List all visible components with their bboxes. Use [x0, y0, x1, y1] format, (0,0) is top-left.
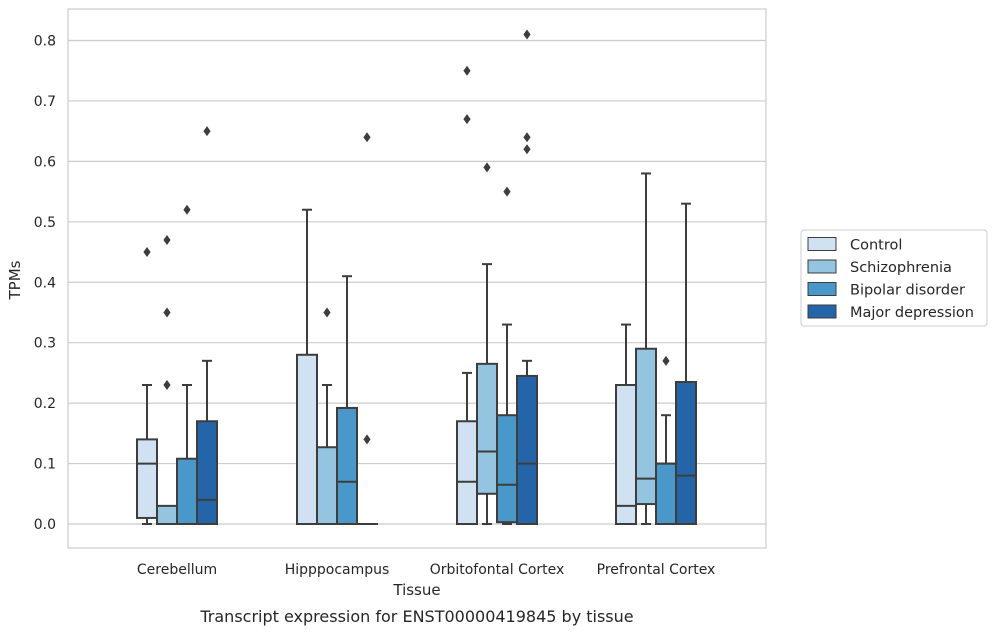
outlier-point [163, 379, 171, 390]
plot-frame [67, 8, 767, 549]
legend-frame [800, 229, 988, 327]
x-tick-label: Prefrontal Cortex [597, 562, 716, 578]
box-0-2 [176, 204, 198, 526]
legend-label: Major depression [850, 305, 974, 321]
box-body [156, 504, 178, 525]
legend-label: Schizophrenia [850, 260, 952, 276]
outlier-point [523, 144, 531, 155]
box-2-0 [456, 65, 478, 526]
box-2-3 [516, 29, 538, 525]
box-0-1 [156, 234, 178, 525]
outlier-point [163, 307, 171, 318]
legend: Control Schizophrenia Bipolar disorder Majo… [800, 229, 988, 327]
y-axis-title: TPMs [6, 260, 24, 300]
box-body [196, 420, 218, 526]
box-body [615, 383, 637, 525]
outlier-point [203, 126, 211, 137]
y-tick-label: 0.8 [34, 34, 56, 50]
box-body [136, 438, 158, 519]
box-body [296, 353, 318, 525]
box-2-1 [476, 162, 498, 525]
x-axis-title: Tissue [392, 581, 440, 599]
box-0-0 [136, 247, 158, 525]
outlier-point [323, 307, 331, 318]
box-2-2 [496, 186, 518, 525]
outlier-point [363, 132, 371, 143]
y-tick-label: 0.3 [34, 336, 56, 352]
outlier-point [523, 29, 531, 40]
outlier-point [143, 247, 151, 258]
outlier-point [662, 355, 670, 366]
legend-label: Control [850, 238, 902, 254]
chart-caption: Transcript expression for ENST0000041984… [199, 607, 633, 626]
legend-swatch [807, 282, 837, 296]
y-tick-label: 0.1 [34, 457, 56, 473]
x-tick-label: Orbitofontal Cortex [430, 562, 565, 578]
outlier-point [163, 234, 171, 245]
outlier-point [183, 204, 191, 215]
box-body [336, 406, 358, 525]
box-1-3 [356, 132, 378, 526]
outlier-point [463, 65, 471, 76]
box-body [496, 414, 518, 524]
box-body [675, 380, 697, 525]
y-tick-label: 0.0 [34, 517, 56, 533]
legend-swatch [807, 304, 837, 319]
box-body [655, 462, 677, 525]
x-tick-labels: Cerebellum Hipppocampus Orbitofontal Corte… [137, 562, 715, 578]
x-tick-label: Hipppocampus [285, 562, 390, 578]
box-3-1 [635, 172, 657, 525]
box-body [516, 374, 538, 525]
y-tick-label: 0.5 [34, 215, 56, 231]
y-tick-labels: 0.0 0.1 0.2 0.3 0.4 0.5 0.6 0.7 0.8 [34, 34, 56, 534]
y-tick-label: 0.2 [34, 396, 56, 412]
box-1-2 [336, 275, 358, 525]
box-1-0 [296, 208, 318, 525]
legend-label: Bipolar disorder [850, 283, 965, 299]
x-tick-label: Cerebellum [137, 562, 217, 578]
box-body [476, 362, 498, 495]
box-body [635, 347, 657, 506]
outlier-point [523, 132, 531, 143]
y-tick-label: 0.7 [34, 94, 56, 110]
box-3-2 [655, 355, 677, 525]
box-body [316, 446, 338, 526]
box-body [176, 457, 198, 526]
y-tick-label: 0.4 [34, 275, 56, 291]
outlier-point [503, 186, 511, 197]
legend-swatch [807, 237, 837, 251]
legend-swatch [807, 259, 837, 274]
outlier-point [463, 114, 471, 125]
box-0-3 [196, 126, 218, 526]
boxes [136, 29, 697, 526]
outlier-point [483, 162, 491, 173]
box-body [456, 420, 478, 526]
box-3-3 [675, 202, 697, 525]
outlier-point [363, 434, 371, 445]
y-tick-label: 0.6 [34, 154, 56, 170]
